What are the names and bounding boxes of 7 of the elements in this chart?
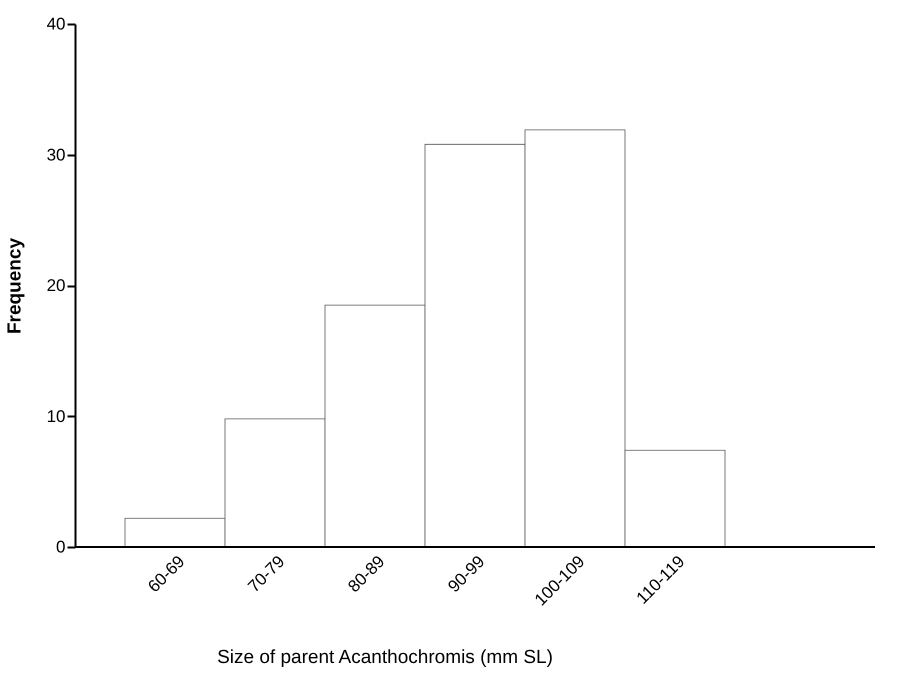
y-tick-label: 40	[46, 14, 66, 34]
y-tick-label: 0	[56, 538, 66, 556]
y-tick-label: 30	[46, 145, 66, 164]
y-tick-label: 20	[46, 276, 66, 295]
y-axis-title: Frequency	[4, 238, 26, 334]
x-axis-title: Size of parent Acanthochromis (mm SL)	[217, 647, 553, 668]
y-tick-label: 10	[46, 406, 66, 426]
